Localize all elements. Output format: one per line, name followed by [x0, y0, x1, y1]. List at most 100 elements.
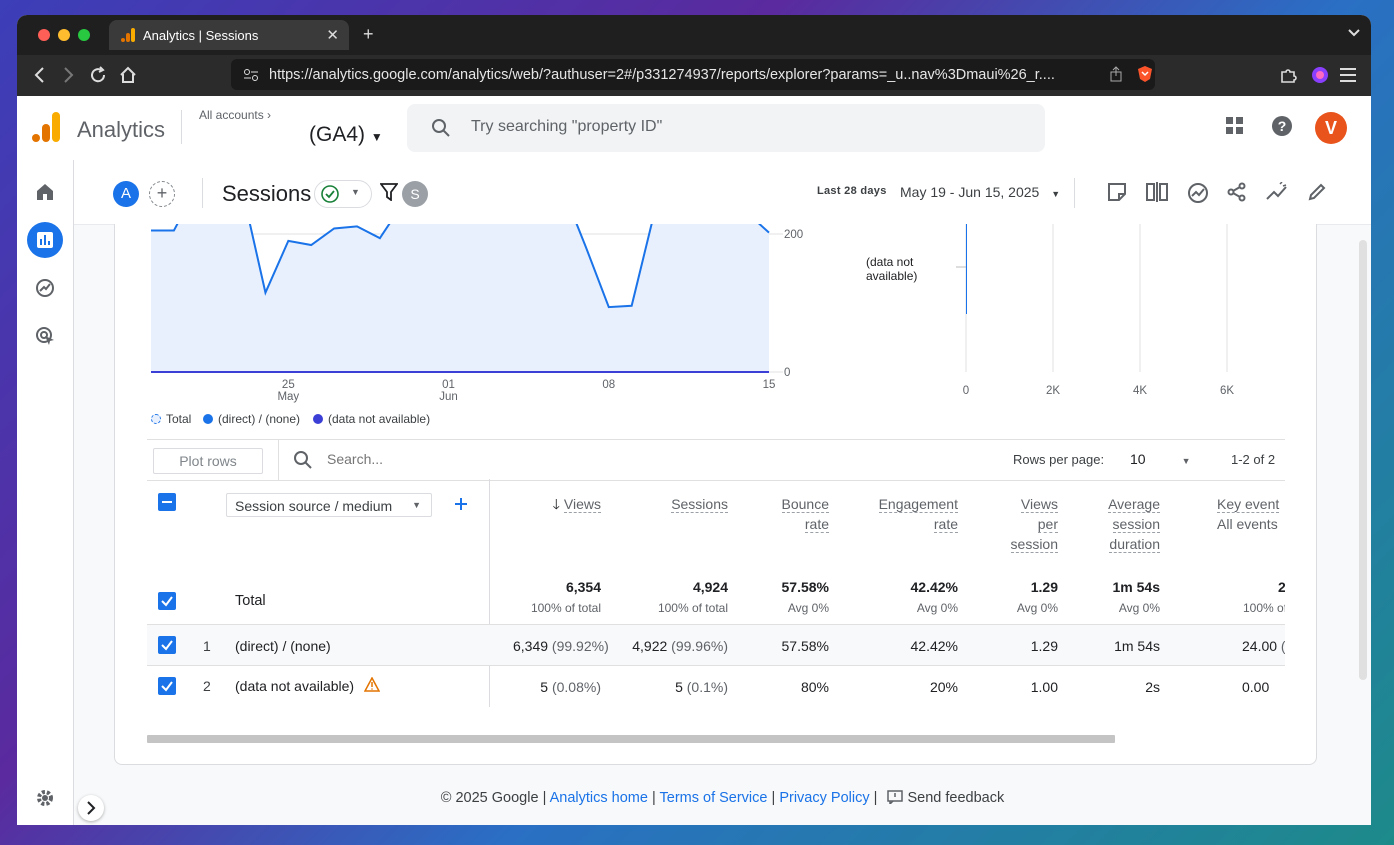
cell-value: 1m 54s	[1075, 638, 1160, 654]
send-feedback-button[interactable]: Send feedback	[887, 790, 1004, 806]
cell-number: 1.29	[1030, 638, 1058, 654]
warning-icon[interactable]	[364, 677, 380, 692]
legend-label: (data not available)	[328, 412, 431, 426]
admin-nav-button[interactable]	[27, 780, 63, 816]
menu-icon[interactable]	[1339, 67, 1357, 83]
home-nav-button[interactable]	[27, 174, 63, 210]
legend-direct[interactable]: (direct) / (none)	[203, 412, 300, 426]
pencil-icon[interactable]	[1307, 182, 1327, 202]
header-views-per-session[interactable]: Views per session	[975, 494, 1058, 554]
row-index: 2	[203, 678, 211, 694]
report-status-chip[interactable]: ▼	[314, 180, 372, 208]
segment-chip[interactable]: S	[402, 181, 428, 207]
caret-down-icon: ▼	[1051, 189, 1061, 199]
terms-link[interactable]: Terms of Service	[659, 790, 768, 806]
plot-rows-button[interactable]: Plot rows	[153, 448, 263, 474]
forward-icon[interactable]	[61, 67, 75, 83]
vertical-scrollbar[interactable]	[1359, 240, 1367, 680]
select-all-checkbox[interactable]	[158, 493, 176, 511]
insights-icon[interactable]	[1187, 182, 1209, 204]
privacy-link[interactable]: Privacy Policy	[779, 790, 870, 806]
chevron-down-icon[interactable]	[1347, 25, 1361, 39]
page-title: Sessions	[222, 181, 312, 206]
add-dimension-button[interactable]	[454, 497, 468, 511]
header-bounce-rate[interactable]: Bounce rate	[745, 494, 829, 534]
account-avatar[interactable]: V	[1315, 112, 1347, 144]
edit-comparison-icon[interactable]	[1107, 182, 1127, 202]
search-bar[interactable]: Try searching "property ID"	[407, 104, 1045, 152]
add-comparison-button[interactable]: +	[149, 181, 175, 207]
back-icon[interactable]	[33, 67, 47, 83]
date-preset-label: Last 28 days	[817, 185, 887, 197]
header-sessions[interactable]: Sessions	[628, 494, 728, 514]
horizontal-scrollbar[interactable]	[147, 735, 1115, 743]
new-tab-button[interactable]: +	[363, 24, 374, 44]
expand-nav-button[interactable]	[78, 795, 104, 821]
table-search-input[interactable]	[325, 450, 529, 468]
address-bar[interactable]: https://analytics.google.com/analytics/w…	[231, 59, 1155, 90]
tab-close-button[interactable]: ✕	[326, 27, 339, 44]
trend-icon[interactable]	[1266, 182, 1288, 202]
cell-value: 80%	[745, 679, 829, 695]
row-checkbox[interactable]	[158, 636, 176, 654]
category-label: (data not	[866, 255, 914, 269]
rows-per-page-select[interactable]: 10 ▼	[1130, 451, 1191, 467]
browser-tab[interactable]: Analytics | Sessions ✕	[109, 20, 349, 50]
total-value: 1.29	[1030, 579, 1058, 595]
header-engagement-rate[interactable]: Engagement rate	[845, 494, 958, 534]
reports-nav-button[interactable]	[27, 222, 63, 258]
extensions-icon[interactable]	[1279, 66, 1297, 84]
property-selector[interactable]: (GA4) ▼	[309, 123, 383, 147]
cell-number: 5	[675, 679, 683, 695]
total-value: 4,924	[692, 579, 728, 595]
header-line: rate	[804, 516, 829, 533]
date-range-picker[interactable]: May 19 - Jun 15, 2025 ▼	[900, 184, 1060, 200]
url-text: https://analytics.google.com/analytics/w…	[269, 67, 1055, 83]
header-avg-session-duration[interactable]: Average session duration	[1075, 494, 1160, 554]
filter-icon[interactable]	[380, 183, 398, 201]
analytics-home-link[interactable]: Analytics home	[549, 790, 648, 806]
total-checkbox[interactable]	[158, 592, 176, 610]
header-line: All events	[1217, 516, 1278, 532]
comparison-chip[interactable]: A	[113, 181, 139, 207]
advertising-nav-button[interactable]	[27, 318, 63, 354]
brave-rewards-icon[interactable]	[1311, 66, 1329, 84]
legend-not-available[interactable]: (data not available)	[313, 412, 430, 426]
cell-value: 6,349 (99.92%)	[513, 638, 609, 654]
divider	[1074, 178, 1075, 208]
share-icon[interactable]	[1227, 182, 1247, 202]
close-window-button[interactable]	[38, 29, 50, 41]
brave-shields-icon[interactable]	[1137, 65, 1153, 83]
site-settings-icon[interactable]	[243, 68, 259, 82]
total-value: 1m 54s	[1112, 579, 1160, 595]
tab-title: Analytics | Sessions	[143, 28, 259, 43]
header-line: session	[1010, 536, 1058, 553]
minimize-window-button[interactable]	[58, 29, 70, 41]
cell-value: 0.00	[1175, 679, 1285, 695]
search-icon	[294, 451, 312, 469]
legend-swatch	[203, 414, 213, 424]
explore-nav-button[interactable]	[27, 270, 63, 306]
apps-grid-icon[interactable]	[1225, 116, 1245, 136]
total-sub: 100% of total	[530, 601, 601, 615]
maximize-window-button[interactable]	[78, 29, 90, 41]
x-tick-label: 2K	[1046, 385, 1060, 397]
legend-total[interactable]: Total	[151, 412, 191, 426]
compare-columns-icon[interactable]	[1146, 182, 1168, 202]
dimension-label: Session source / medium	[235, 498, 393, 514]
category-label: available)	[866, 269, 917, 283]
header-views[interactable]: 🡓 Views	[513, 494, 601, 514]
table-row[interactable]	[147, 625, 1285, 665]
help-icon[interactable]: ?	[1271, 115, 1293, 137]
reload-icon[interactable]	[89, 66, 107, 84]
dimension-selector[interactable]: Session source / medium ▼	[226, 493, 432, 517]
all-accounts-link[interactable]: All accounts ›	[199, 108, 271, 122]
tab-strip: Analytics | Sessions ✕ +	[17, 15, 1371, 55]
header-key-events[interactable]: Key event All events	[1175, 494, 1285, 534]
row-checkbox[interactable]	[158, 677, 176, 695]
header-line: session	[1112, 516, 1160, 533]
table-toolbar: Plot rows Rows per page: 10 ▼ 1-2 of 2	[147, 439, 1285, 481]
home-icon[interactable]	[119, 66, 137, 84]
share-page-icon[interactable]	[1109, 66, 1123, 82]
